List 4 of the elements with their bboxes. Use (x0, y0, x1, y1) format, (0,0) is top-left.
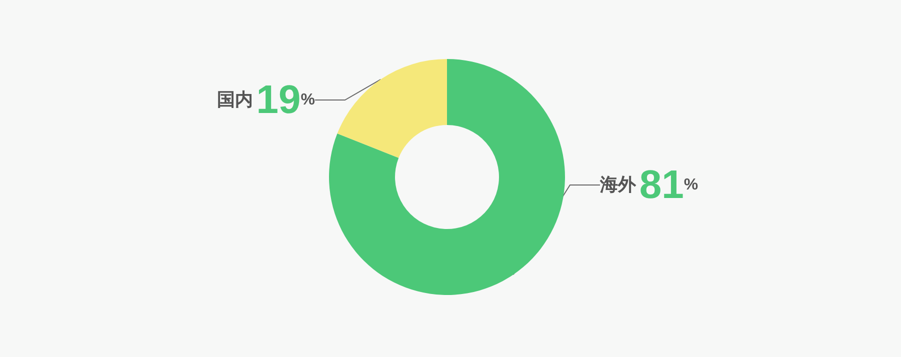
slice-label: 国内 (216, 90, 253, 110)
data-label: 19% (256, 78, 316, 122)
slice-label: 海外 (599, 174, 637, 196)
data-label: 81% (639, 163, 698, 207)
